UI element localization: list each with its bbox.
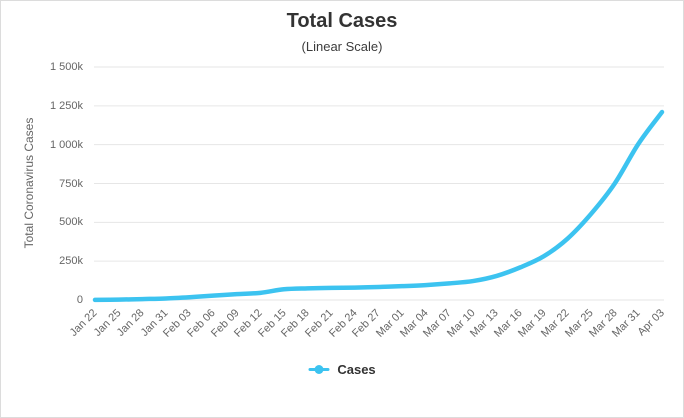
y-tick-label: 0	[76, 294, 83, 306]
chart-title: Total Cases	[286, 10, 398, 32]
y-tick-label: 1 250k	[49, 99, 83, 112]
chart-subtitle: (Linear Scale)	[301, 39, 383, 54]
y-tick-label: 750k	[59, 177, 83, 190]
y-tick-label: 1 000k	[49, 138, 83, 151]
legend-series-label: Cases	[337, 362, 376, 377]
legend-line-marker-icon	[308, 365, 330, 374]
y-tick-label: 500k	[59, 216, 83, 229]
y-tick-label: 250k	[59, 255, 83, 268]
cases-series-line	[92, 109, 665, 303]
legend-item-cases[interactable]: Cases	[1, 362, 683, 377]
legend-marker-dot	[314, 365, 324, 374]
y-tick-label: 1 500k	[49, 61, 83, 73]
